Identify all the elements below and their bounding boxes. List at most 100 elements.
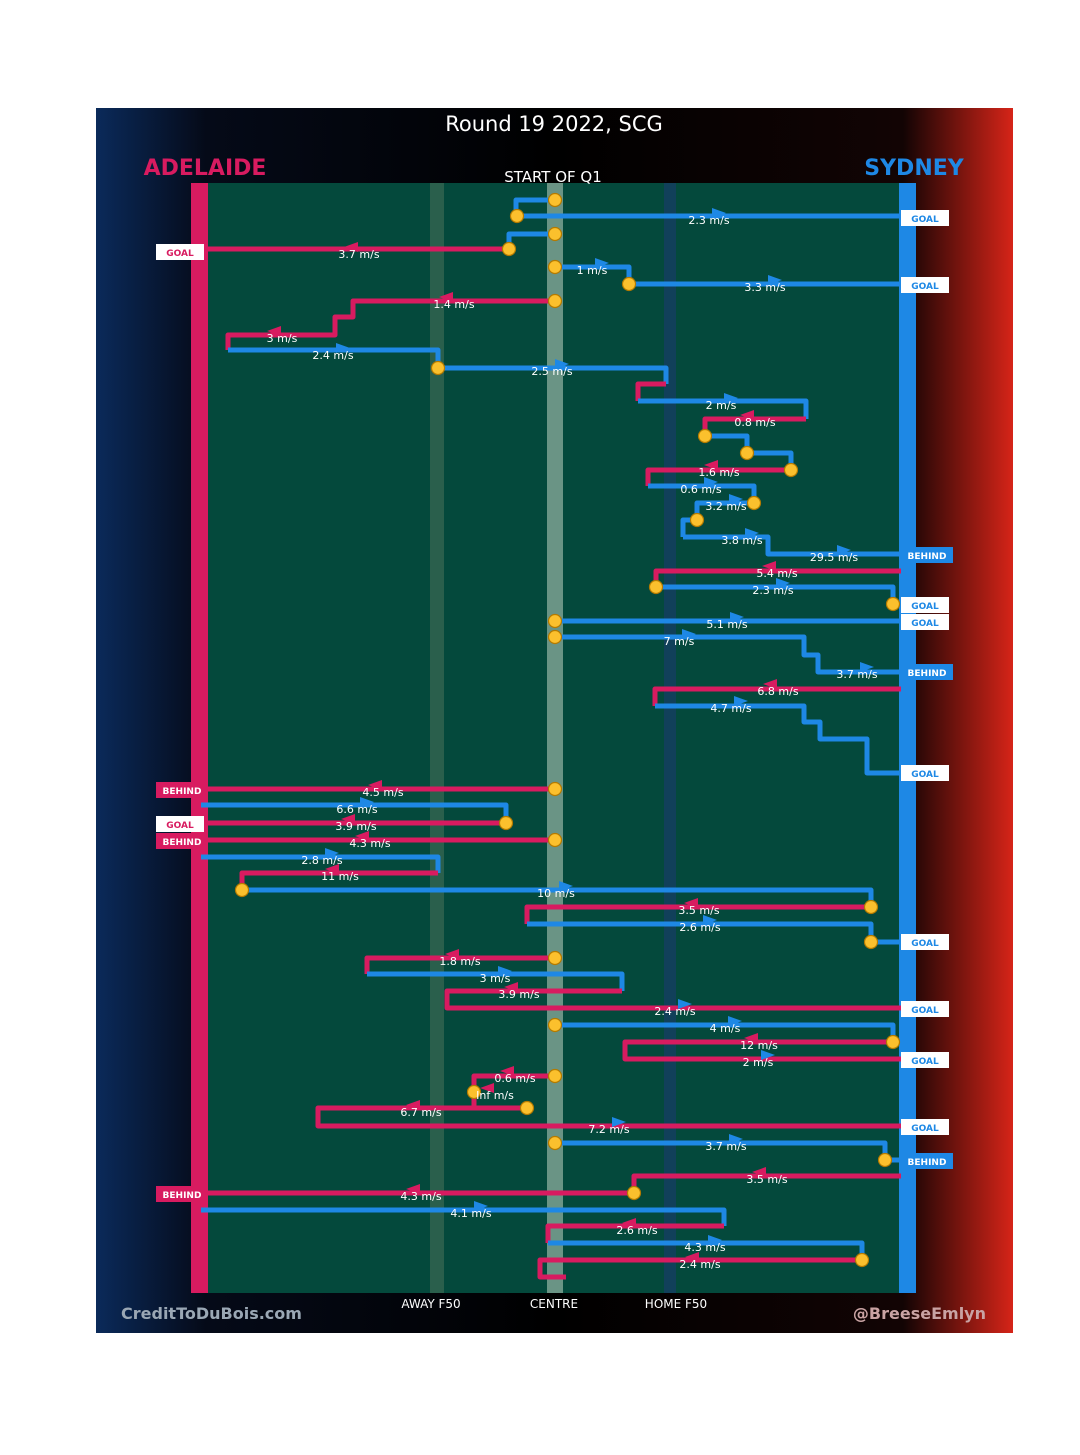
speed-label: 12 m/s: [740, 1039, 778, 1052]
direction-arrow: [406, 1100, 420, 1110]
speed-label: 2.8 m/s: [301, 854, 342, 867]
chain-segment: [555, 1140, 901, 1163]
chain-segment: [527, 921, 901, 945]
score-tag-label: BEHIND: [908, 1158, 947, 1168]
ball-node: [746, 495, 762, 511]
speed-label: 3.7 m/s: [705, 1140, 746, 1153]
direction-arrow: [622, 1218, 636, 1228]
speed-label: 2.4 m/s: [654, 1005, 695, 1018]
speed-label: 3 m/s: [480, 972, 511, 985]
speed-label: 4.5 m/s: [362, 786, 403, 799]
speed-label: 2.4 m/s: [312, 349, 353, 362]
direction-arrow: [728, 1016, 742, 1026]
score-tag-label: GOAL: [911, 1057, 939, 1067]
speed-label: 3.2 m/s: [705, 500, 746, 513]
adelaide-goal-line: [191, 183, 208, 1293]
score-tag-label: BEHIND: [163, 838, 202, 848]
direction-arrow: [678, 999, 692, 1009]
chain-segment: [225, 298, 555, 350]
direction-arrow: [734, 696, 748, 706]
speed-label: 1.8 m/s: [439, 955, 480, 968]
direction-arrow: [744, 1033, 758, 1043]
direction-arrow: [612, 1117, 626, 1127]
axis-label-away-f50: AWAY F50: [401, 1297, 460, 1311]
chain-segment: [555, 634, 901, 675]
direction-arrow: [768, 275, 782, 285]
ball-node: [547, 613, 563, 629]
score-tag: [901, 1119, 949, 1135]
direction-arrow: [595, 258, 609, 268]
ball-node: [547, 1068, 563, 1084]
ball-node: [498, 815, 514, 831]
direction-arrow: [740, 410, 754, 420]
score-tag: [156, 244, 204, 260]
score-tag: [901, 1052, 949, 1068]
score-tag-label: GOAL: [911, 1006, 939, 1016]
chain-segment: [638, 398, 809, 419]
speed-label: 3.5 m/s: [746, 1173, 787, 1186]
speed-label: 0.8 m/s: [734, 416, 775, 429]
score-tag-label: BEHIND: [163, 787, 202, 797]
speed-label: 2 m/s: [706, 399, 737, 412]
speed-label: 2.4 m/s: [679, 1258, 720, 1271]
speed-label: 2.6 m/s: [679, 921, 720, 934]
score-tag: [901, 664, 953, 680]
credit-left: CreditToDuBois.com: [121, 1304, 302, 1323]
ball-node: [621, 276, 637, 292]
direction-arrow: [341, 814, 355, 824]
chain-segment: [524, 904, 871, 924]
home-f50-line: [664, 183, 676, 1293]
ball-node: [626, 1185, 642, 1201]
direction-arrow: [730, 612, 744, 622]
score-tag: [901, 1001, 949, 1017]
direction-arrow: [761, 1050, 775, 1060]
team-right-label: SYDNEY: [864, 156, 964, 181]
ball-node: [547, 259, 563, 275]
speed-labels: 2.3 m/s 3.7 m/s 1 m/s 3.3 m/s 1.4 m/s 3 m/s 2.…: [267, 208, 878, 1271]
speed-label: 2.3 m/s: [752, 584, 793, 597]
speed-label: 3.3 m/s: [744, 281, 785, 294]
score-tag: [156, 782, 208, 798]
score-tag-label: GOAL: [911, 602, 939, 612]
ball-node: [547, 1017, 563, 1033]
score-tag: [901, 614, 949, 630]
ball-node: [854, 1252, 870, 1268]
score-tag-label: GOAL: [911, 215, 939, 225]
speed-label: 29.5 m/s: [810, 551, 858, 564]
direction-arrow: [406, 1184, 420, 1194]
score-tag-label: BEHIND: [908, 669, 947, 679]
speed-label: 11 m/s: [321, 870, 359, 883]
direction-arrow: [336, 343, 350, 353]
direction-arrow: [368, 780, 382, 790]
ball-node: [547, 226, 563, 242]
speed-label: 1.4 m/s: [433, 298, 474, 311]
chain-segment: [201, 1207, 727, 1226]
score-tag-label: BEHIND: [163, 1191, 202, 1201]
ball-nodes: [234, 192, 901, 1268]
speed-label: 6.7 m/s: [400, 1106, 441, 1119]
ball-node: [547, 293, 563, 309]
score-tag-label: GOAL: [911, 619, 939, 629]
chain-segment: [367, 971, 625, 991]
direction-arrow: [500, 1066, 514, 1076]
speed-label: 10 m/s: [537, 887, 575, 900]
score-tags: GOAL GOAL GOAL BEHIND GOAL GOAL BEHIND GOAL BEHI…: [156, 210, 953, 1202]
speed-label: 4.3 m/s: [349, 837, 390, 850]
score-tag-label: GOAL: [166, 249, 194, 259]
speed-label: 3 m/s: [267, 332, 298, 345]
chain-segment: [635, 381, 666, 401]
ball-node: [547, 832, 563, 848]
direction-arrow: [729, 1134, 743, 1144]
direction-arrow: [474, 1201, 488, 1211]
score-tag-label: GOAL: [911, 770, 939, 780]
period-label: START OF Q1: [504, 168, 602, 186]
direction-arrow: [685, 1252, 699, 1262]
speed-label: 1.6 m/s: [698, 466, 739, 479]
score-tag: [901, 934, 949, 950]
score-tag: [901, 765, 949, 781]
centre-line: [547, 183, 563, 1293]
direction-arrow: [762, 561, 776, 571]
speed-label: 0.6 m/s: [680, 483, 721, 496]
direction-arrow: [439, 292, 453, 302]
ball-node: [863, 899, 879, 915]
